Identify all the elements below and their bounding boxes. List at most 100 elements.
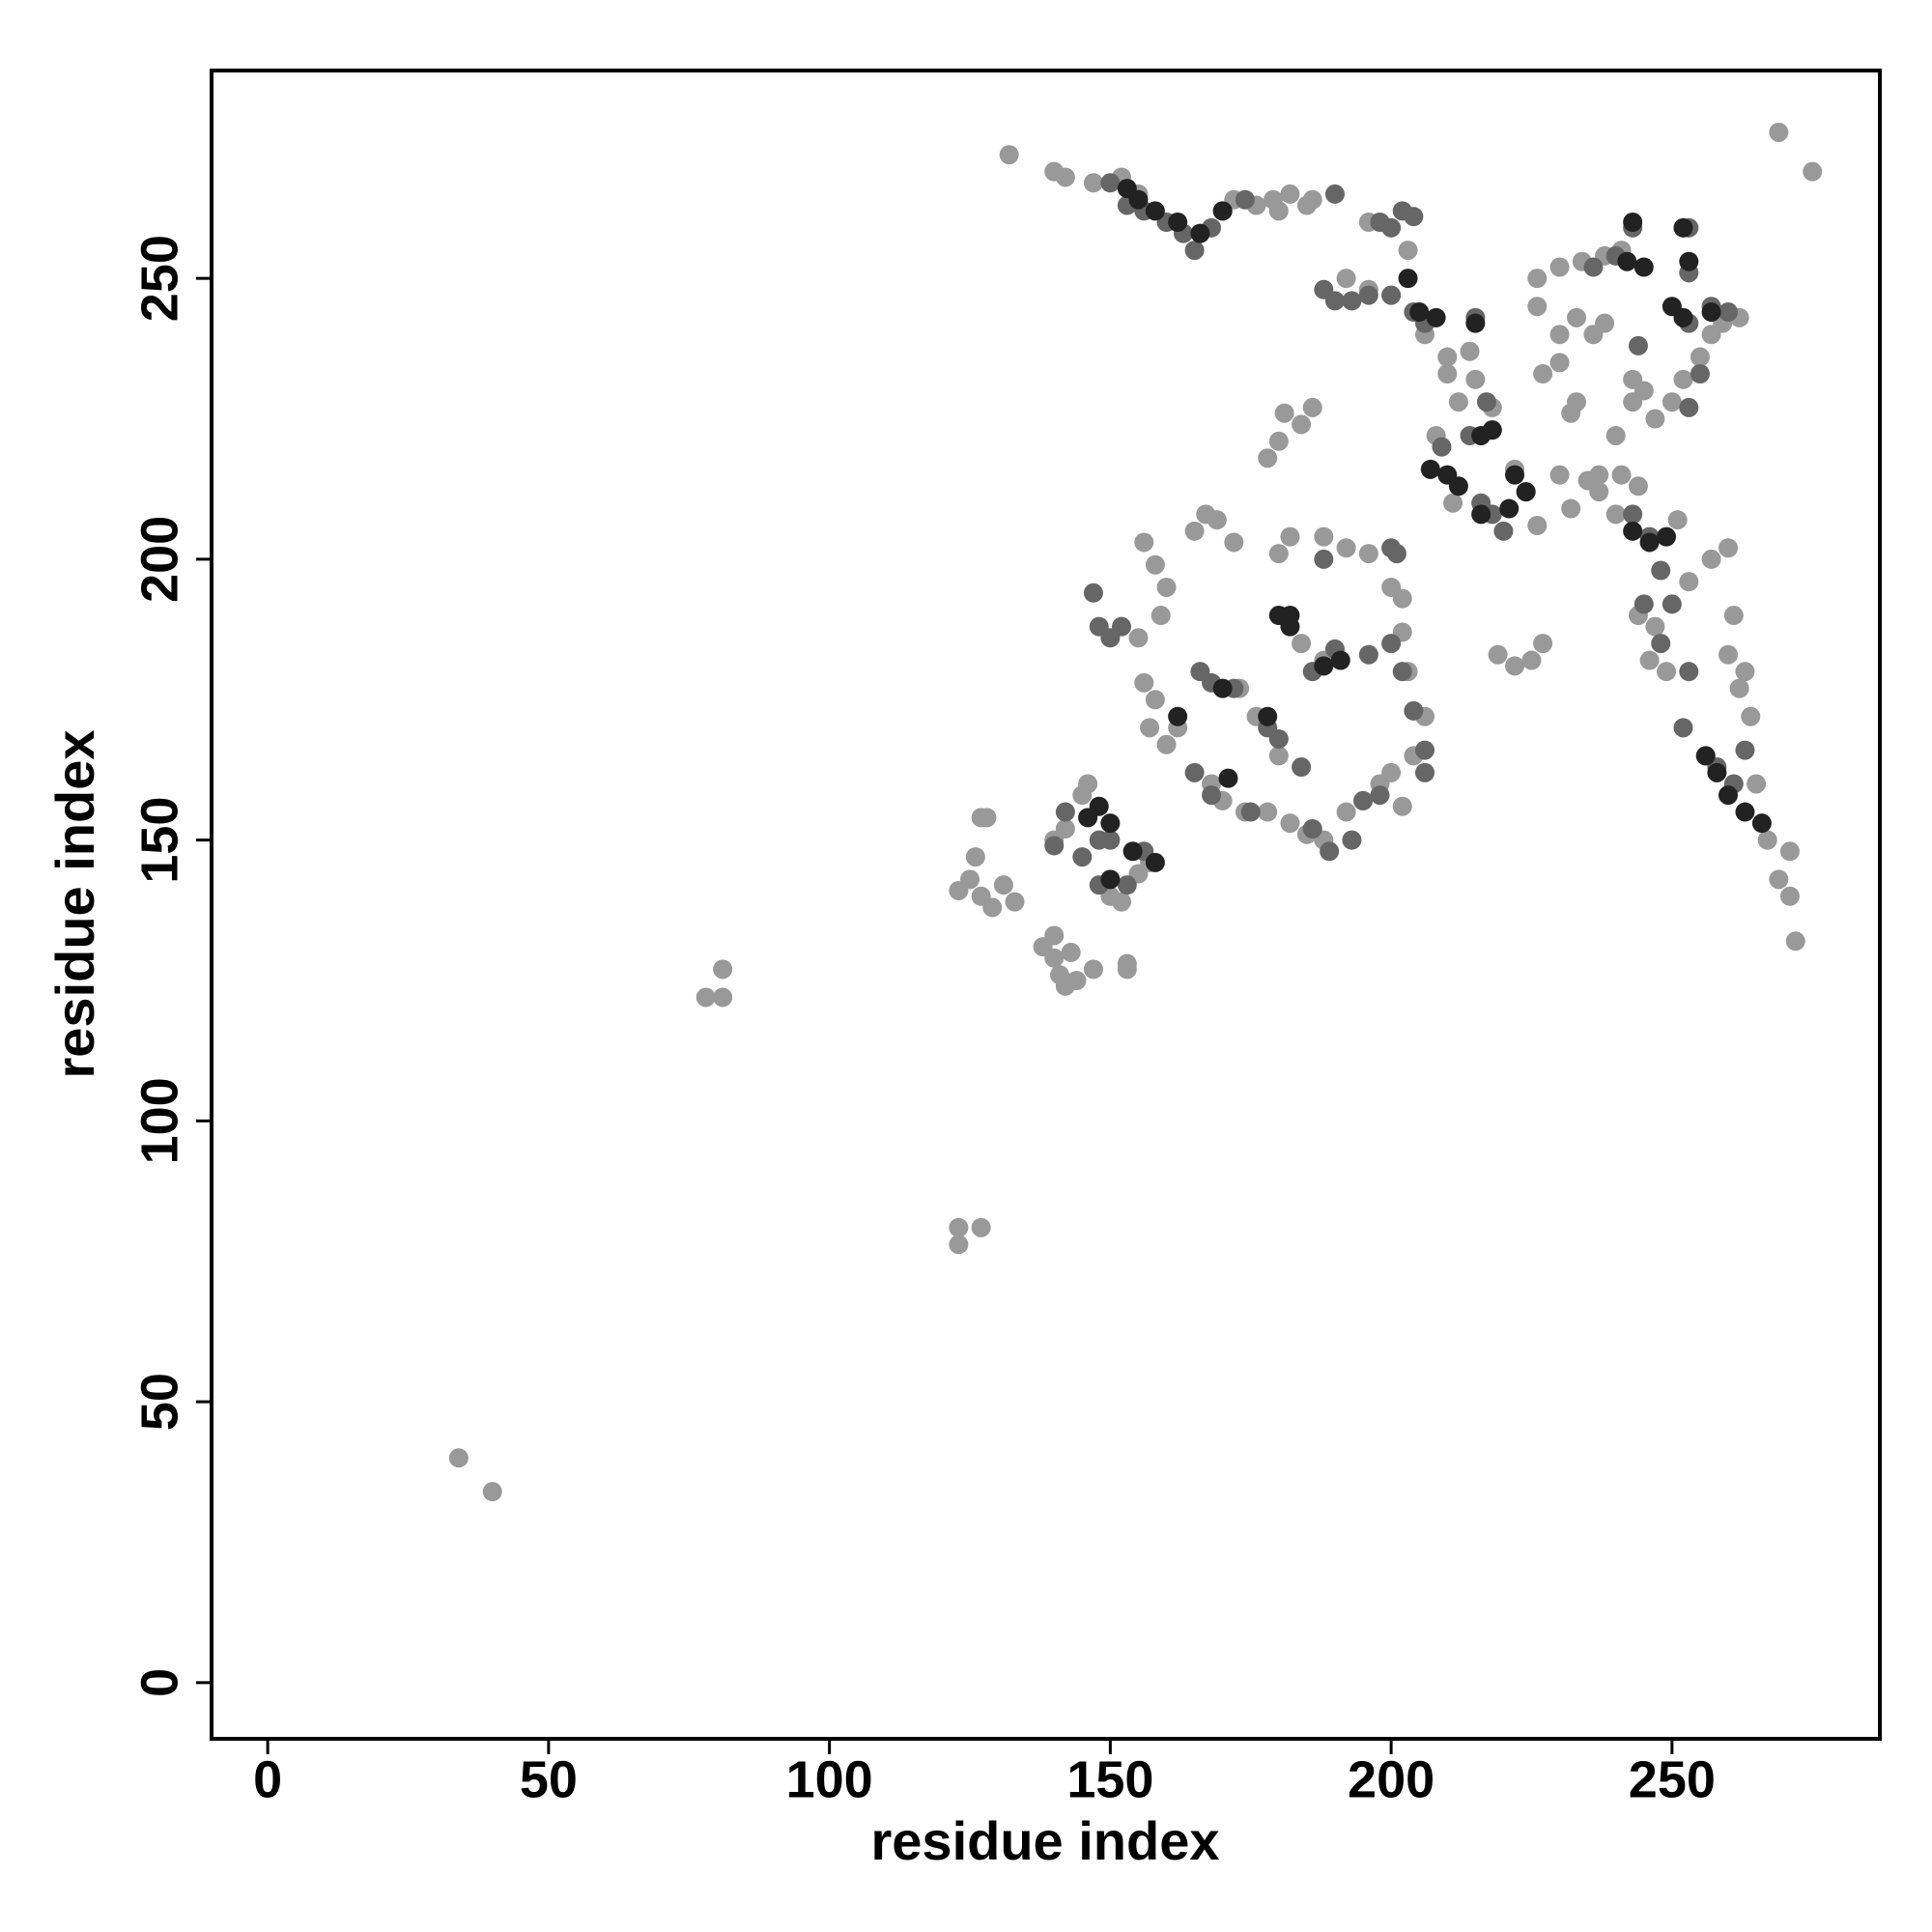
- point: [1145, 852, 1165, 872]
- point: [1735, 802, 1755, 822]
- point: [1151, 606, 1171, 626]
- point: [1386, 544, 1406, 564]
- point: [1471, 504, 1492, 525]
- point: [1723, 606, 1744, 626]
- point: [1336, 538, 1356, 558]
- point: [1212, 678, 1233, 698]
- point: [1549, 325, 1570, 345]
- point: [1657, 526, 1677, 547]
- point: [1719, 644, 1738, 665]
- point: [971, 1217, 991, 1237]
- point: [1168, 213, 1188, 232]
- point: [1527, 516, 1548, 535]
- point: [1448, 476, 1468, 497]
- point: [1527, 269, 1548, 289]
- point: [1240, 802, 1261, 822]
- point: [1673, 307, 1693, 327]
- point: [1100, 173, 1121, 193]
- point: [1595, 313, 1615, 333]
- point: [1751, 813, 1772, 834]
- point: [1100, 813, 1121, 834]
- point: [1409, 302, 1430, 323]
- point: [1190, 223, 1210, 243]
- point: [1549, 353, 1570, 373]
- x-tick-label: 150: [1066, 1750, 1153, 1808]
- point: [1634, 257, 1654, 277]
- point: [1719, 785, 1738, 806]
- point: [1404, 207, 1424, 227]
- point: [1358, 644, 1378, 665]
- point: [1083, 582, 1103, 603]
- point: [1701, 549, 1721, 569]
- point: [1184, 521, 1205, 541]
- point: [1083, 173, 1103, 193]
- point: [1533, 634, 1553, 654]
- point: [1415, 740, 1435, 760]
- point: [1690, 347, 1710, 367]
- point: [1280, 616, 1300, 637]
- point: [1567, 392, 1586, 412]
- point: [1803, 161, 1823, 182]
- point: [1207, 510, 1227, 530]
- point: [1268, 728, 1289, 749]
- point: [1499, 498, 1520, 519]
- point: [1617, 251, 1637, 271]
- point: [1268, 746, 1289, 766]
- point: [982, 897, 1003, 918]
- point: [1302, 819, 1322, 838]
- point: [1145, 554, 1165, 575]
- point: [1072, 847, 1093, 867]
- point: [1292, 757, 1312, 778]
- point: [1465, 313, 1486, 333]
- y-tick-label: 100: [130, 1077, 188, 1164]
- point: [1122, 841, 1143, 862]
- point: [1437, 364, 1458, 384]
- point: [1605, 504, 1626, 525]
- point: [1735, 662, 1755, 682]
- point: [1302, 397, 1322, 417]
- point: [1679, 572, 1699, 592]
- point: [1055, 819, 1075, 838]
- point: [1280, 526, 1300, 547]
- point: [1258, 802, 1278, 822]
- point: [1673, 718, 1693, 738]
- point: [1662, 594, 1682, 614]
- point: [1061, 942, 1081, 962]
- point: [1358, 544, 1378, 564]
- point: [1667, 510, 1688, 530]
- point: [1707, 762, 1727, 782]
- point: [1404, 700, 1424, 721]
- point: [1370, 785, 1390, 806]
- point: [1645, 616, 1665, 637]
- point: [1066, 971, 1087, 990]
- point: [1381, 762, 1402, 782]
- point: [1741, 706, 1761, 726]
- point: [1224, 532, 1244, 553]
- point: [1779, 886, 1800, 906]
- point: [1314, 549, 1334, 569]
- point: [1055, 802, 1075, 822]
- point: [1695, 746, 1716, 766]
- point: [1769, 869, 1789, 890]
- point: [1657, 662, 1677, 682]
- point: [1623, 504, 1643, 525]
- point: [1662, 392, 1682, 412]
- point: [1701, 302, 1721, 323]
- point: [1258, 706, 1278, 726]
- point: [1460, 341, 1480, 361]
- point: [1381, 285, 1402, 305]
- point: [1505, 656, 1525, 676]
- point: [1415, 762, 1435, 782]
- x-tick-label: 200: [1348, 1750, 1435, 1808]
- point: [1521, 650, 1542, 670]
- point: [1218, 768, 1238, 788]
- point: [1583, 257, 1604, 277]
- point: [1336, 802, 1356, 822]
- point: [1324, 184, 1345, 204]
- point: [1381, 217, 1402, 238]
- point: [1381, 577, 1402, 597]
- point: [1398, 269, 1418, 289]
- point: [1639, 532, 1660, 553]
- point: [1589, 482, 1609, 502]
